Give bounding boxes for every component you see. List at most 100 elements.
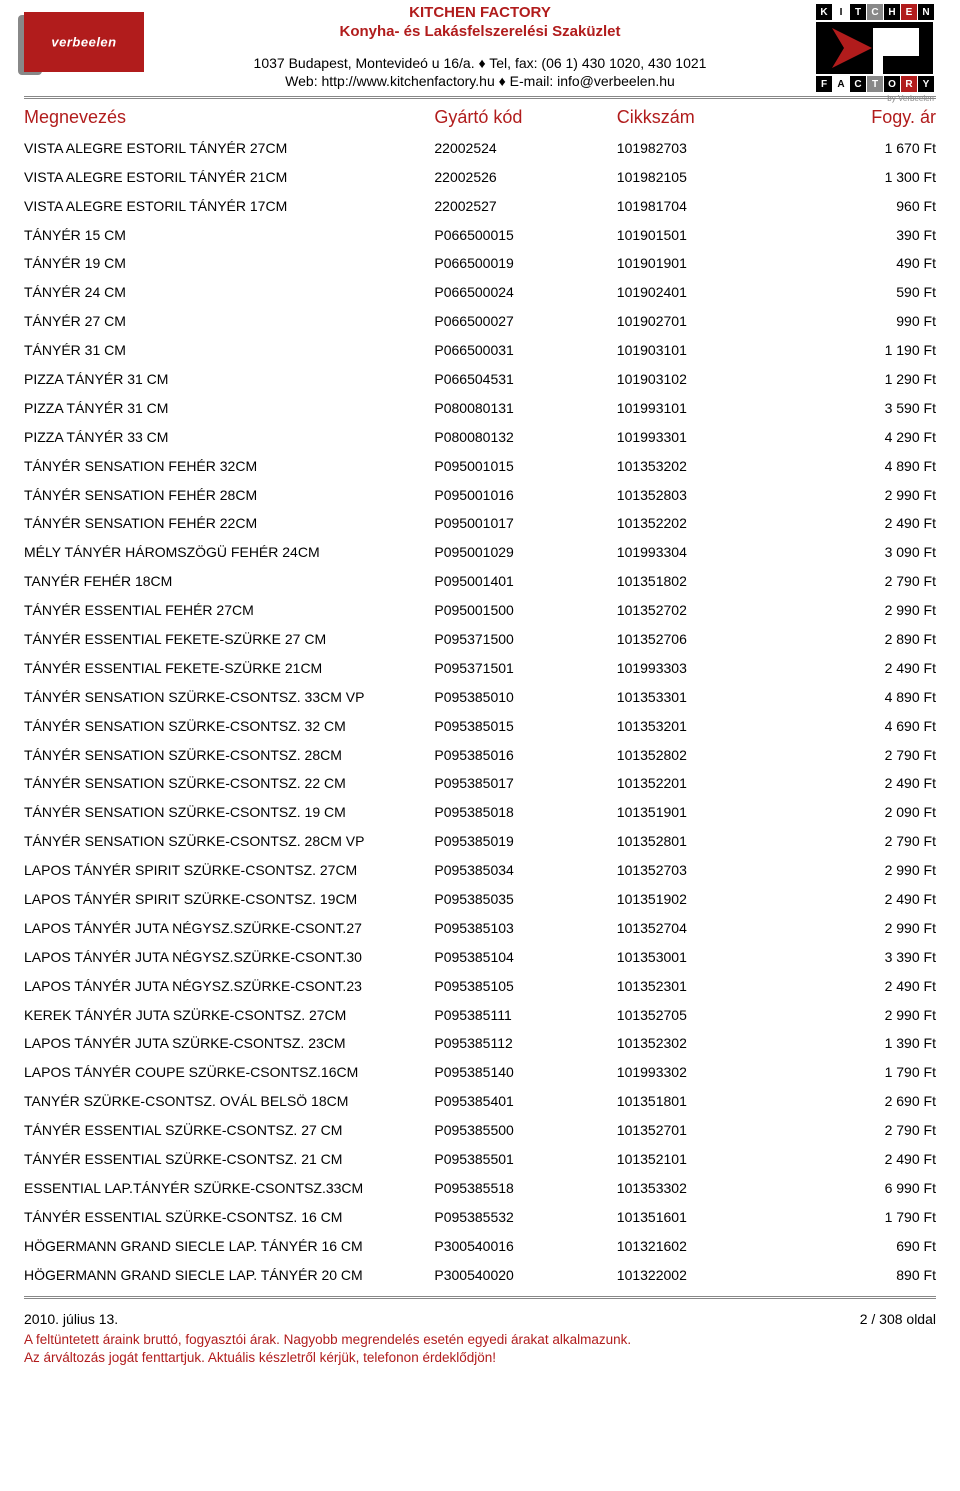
table-row: TÁNYÉR SENSATION FEHÉR 32CMP095001015101…	[24, 452, 936, 481]
cell-code: P095385015	[434, 717, 616, 736]
table-row: TÁNYÉR SENSATION FEHÉR 28CMP095001016101…	[24, 481, 936, 510]
cell-price: 2 690 Ft	[781, 1092, 936, 1111]
cell-code: P080080132	[434, 428, 616, 447]
cell-code: P095001016	[434, 486, 616, 505]
cell-code: P095385501	[434, 1150, 616, 1169]
header-divider	[24, 96, 936, 99]
table-row: TÁNYÉR ESSENTIAL FEHÉR 27CMP095001500101…	[24, 596, 936, 625]
cell-name: HÖGERMANN GRAND SIECLE LAP. TÁNYÉR 20 CM	[24, 1266, 434, 1285]
cell-price: 990 Ft	[781, 312, 936, 331]
cell-code: P095001401	[434, 572, 616, 591]
table-row: TÁNYÉR ESSENTIAL SZÜRKE-CSONTSZ. 27 CMP0…	[24, 1116, 936, 1145]
cell-code: 22002526	[434, 168, 616, 187]
table-row: VISTA ALEGRE ESTORIL TÁNYÉR 17CM22002527…	[24, 192, 936, 221]
table-row: MÉLY TÁNYÉR HÁROMSZÖGÜ FEHÉR 24CMP095001…	[24, 538, 936, 567]
logo-right: KITCHEN FACTORY by Verbeelen	[816, 4, 936, 103]
cell-item: 101352301	[617, 977, 781, 996]
cell-price: 2 990 Ft	[781, 861, 936, 880]
table-row: PIZZA TÁNYÉR 31 CMP0665045311019031021 2…	[24, 365, 936, 394]
cell-code: P095385401	[434, 1092, 616, 1111]
cell-code: P095371501	[434, 659, 616, 678]
cell-code: P095385103	[434, 919, 616, 938]
cell-price: 2 490 Ft	[781, 977, 936, 996]
cell-name: ESSENTIAL LAP.TÁNYÉR SZÜRKE-CSONTSZ.33CM	[24, 1179, 434, 1198]
cell-price: 3 090 Ft	[781, 543, 936, 562]
web-line: Web: http://www.kitchenfactory.hu ♦ E-ma…	[24, 72, 936, 90]
cell-name: TÁNYÉR ESSENTIAL SZÜRKE-CSONTSZ. 21 CM	[24, 1150, 434, 1169]
cell-code: P095385016	[434, 746, 616, 765]
cell-code: P095385111	[434, 1006, 616, 1025]
cell-code: P095385018	[434, 803, 616, 822]
cell-item: 101903102	[617, 370, 781, 389]
table-row: TÁNYÉR SENSATION SZÜRKE-CSONTSZ. 33CM VP…	[24, 683, 936, 712]
column-code: Gyártó kód	[434, 107, 616, 128]
cell-name: TÁNYÉR ESSENTIAL FEHÉR 27CM	[24, 601, 434, 620]
cell-code: P066504531	[434, 370, 616, 389]
cell-item: 101351902	[617, 890, 781, 909]
cell-price: 890 Ft	[781, 1266, 936, 1285]
table-row: TÁNYÉR SENSATION SZÜRKE-CSONTSZ. 32 CMP0…	[24, 712, 936, 741]
cell-name: VISTA ALEGRE ESTORIL TÁNYÉR 17CM	[24, 197, 434, 216]
cell-item: 101352302	[617, 1034, 781, 1053]
cell-price: 1 390 Ft	[781, 1034, 936, 1053]
cell-item: 101352802	[617, 746, 781, 765]
table-row: TÁNYÉR ESSENTIAL SZÜRKE-CSONTSZ. 16 CMP0…	[24, 1203, 936, 1232]
table-row: TÁNYÉR SENSATION SZÜRKE-CSONTSZ. 28CMP09…	[24, 741, 936, 770]
cell-code: P095371500	[434, 630, 616, 649]
cell-name: TÁNYÉR SENSATION SZÜRKE-CSONTSZ. 19 CM	[24, 803, 434, 822]
cell-item: 101352201	[617, 774, 781, 793]
cell-price: 390 Ft	[781, 226, 936, 245]
table-row: LAPOS TÁNYÉR JUTA NÉGYSZ.SZÜRKE-CSONT.30…	[24, 943, 936, 972]
cell-name: TÁNYÉR SENSATION FEHÉR 22CM	[24, 514, 434, 533]
cell-price: 2 490 Ft	[781, 659, 936, 678]
cell-name: PIZZA TÁNYÉR 31 CM	[24, 399, 434, 418]
cell-item: 101993304	[617, 543, 781, 562]
cell-name: VISTA ALEGRE ESTORIL TÁNYÉR 21CM	[24, 168, 434, 187]
table-row: TÁNYÉR SENSATION SZÜRKE-CSONTSZ. 22 CMP0…	[24, 769, 936, 798]
table-row: TANYÉR FEHÉR 18CMP0950014011013518022 79…	[24, 567, 936, 596]
cell-name: LAPOS TÁNYÉR SPIRIT SZÜRKE-CSONTSZ. 19CM	[24, 890, 434, 909]
cell-item: 101352701	[617, 1121, 781, 1140]
cell-name: TÁNYÉR 31 CM	[24, 341, 434, 360]
cell-item: 101353001	[617, 948, 781, 967]
cell-code: P066500031	[434, 341, 616, 360]
table-row: VISTA ALEGRE ESTORIL TÁNYÉR 27CM22002524…	[24, 134, 936, 163]
cell-price: 2 790 Ft	[781, 572, 936, 591]
cell-code: P095385112	[434, 1034, 616, 1053]
table-row: LAPOS TÁNYÉR COUPE SZÜRKE-CSONTSZ.16CMP0…	[24, 1058, 936, 1087]
cell-code: P095385518	[434, 1179, 616, 1198]
cell-item: 101352702	[617, 601, 781, 620]
cell-code: P300540016	[434, 1237, 616, 1256]
column-price: Fogy. ár	[781, 107, 936, 128]
table-row: LAPOS TÁNYÉR JUTA NÉGYSZ.SZÜRKE-CSONT.27…	[24, 914, 936, 943]
cell-code: P095385532	[434, 1208, 616, 1227]
cell-item: 101993301	[617, 428, 781, 447]
cell-price: 1 790 Ft	[781, 1208, 936, 1227]
cell-code: 22002524	[434, 139, 616, 158]
cell-name: TÁNYÉR 19 CM	[24, 254, 434, 273]
cell-name: MÉLY TÁNYÉR HÁROMSZÖGÜ FEHÉR 24CM	[24, 543, 434, 562]
footer-date: 2010. július 13.	[24, 1311, 118, 1327]
cell-item: 101351901	[617, 803, 781, 822]
cell-item: 101982703	[617, 139, 781, 158]
table-row: TÁNYÉR SENSATION SZÜRKE-CSONTSZ. 19 CMP0…	[24, 798, 936, 827]
footer-page: 2 / 308 oldal	[860, 1311, 936, 1327]
cell-name: TÁNYÉR 24 CM	[24, 283, 434, 302]
cell-name: TÁNYÉR SENSATION SZÜRKE-CSONTSZ. 22 CM	[24, 774, 434, 793]
cell-item: 101352705	[617, 1006, 781, 1025]
cell-item: 101982105	[617, 168, 781, 187]
cell-item: 101993303	[617, 659, 781, 678]
logo-right-word2: FACTORY	[816, 76, 936, 92]
table-row: LAPOS TÁNYÉR SPIRIT SZÜRKE-CSONTSZ. 27CM…	[24, 856, 936, 885]
company-subtitle: Konyha- és Lakásfelszerelési Szaküzlet	[24, 23, 936, 42]
cell-item: 101352801	[617, 832, 781, 851]
table-row: TÁNYÉR 19 CMP066500019101901901490 Ft	[24, 249, 936, 278]
table-row: PIZZA TÁNYÉR 31 CMP0800801311019931013 5…	[24, 394, 936, 423]
table-row: TÁNYÉR ESSENTIAL FEKETE-SZÜRKE 21CMP0953…	[24, 654, 936, 683]
table-row: TANYÉR SZÜRKE-CSONTSZ. OVÁL BELSÖ 18CMP0…	[24, 1087, 936, 1116]
cell-name: TÁNYÉR SENSATION SZÜRKE-CSONTSZ. 33CM VP	[24, 688, 434, 707]
cell-name: VISTA ALEGRE ESTORIL TÁNYÉR 27CM	[24, 139, 434, 158]
table-row: HÖGERMANN GRAND SIECLE LAP. TÁNYÉR 16 CM…	[24, 1232, 936, 1261]
cell-name: TÁNYÉR ESSENTIAL SZÜRKE-CSONTSZ. 27 CM	[24, 1121, 434, 1140]
table-row: TÁNYÉR 24 CMP066500024101902401590 Ft	[24, 278, 936, 307]
